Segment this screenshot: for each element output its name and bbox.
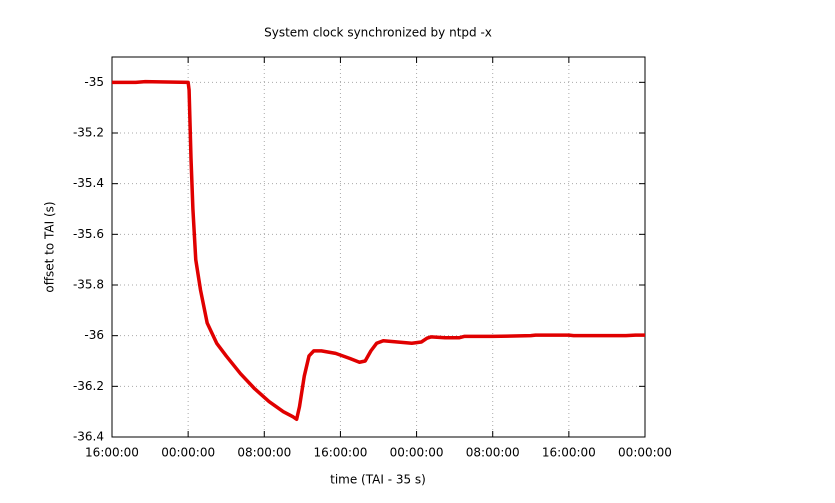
- y-tick-label: -36.2: [73, 379, 104, 393]
- y-tick-label: -36.4: [73, 430, 104, 444]
- x-tick-label: 16:00:00: [542, 446, 596, 460]
- y-tick-label: -35.4: [73, 176, 104, 190]
- x-tick-label: 00:00:00: [390, 446, 444, 460]
- x-tick-label: 00:00:00: [618, 446, 672, 460]
- x-tick-label: 08:00:00: [237, 446, 291, 460]
- plot-frame: [111, 56, 646, 438]
- x-axis-label: time (TAI - 35 s): [330, 473, 426, 487]
- chart-title: System clock synchronized by ntpd -x: [264, 26, 492, 40]
- y-tick-label: -35: [84, 75, 104, 89]
- x-tick-label: 16:00:00: [85, 446, 139, 460]
- y-tick-label: -35.8: [73, 278, 104, 292]
- y-tick-label: -35.6: [73, 227, 104, 241]
- x-tick-label: 16:00:00: [313, 446, 367, 460]
- x-tick-label: 00:00:00: [161, 446, 215, 460]
- x-tick-label: 08:00:00: [466, 446, 520, 460]
- y-tick-label: -35.2: [73, 126, 104, 140]
- data-line: [112, 79, 645, 422]
- y-tick-label: -36: [84, 328, 104, 342]
- y-axis-label: offset to TAI (s): [43, 201, 57, 292]
